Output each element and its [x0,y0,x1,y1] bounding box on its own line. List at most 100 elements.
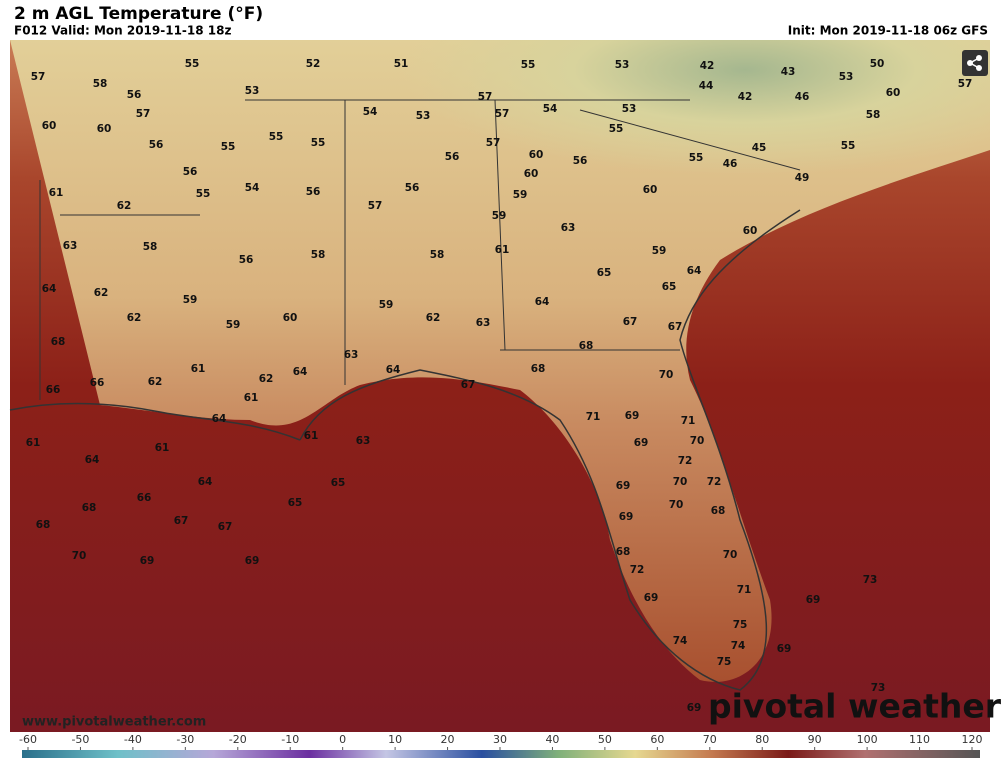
station-value: 53 [245,85,260,97]
logo: pivotal weather [708,687,1002,726]
station-value: 59 [652,245,667,257]
station-value: 55 [311,137,326,149]
station-value: 62 [148,376,163,388]
station-value: 59 [513,189,528,201]
station-value: 67 [174,515,189,527]
colorbar [22,750,980,758]
station-value: 60 [283,312,298,324]
map [9,40,990,732]
station-value: 61 [49,187,64,199]
station-value: 69 [245,555,260,567]
station-value: 66 [90,377,105,389]
station-value: 49 [795,172,810,184]
station-value: 70 [659,369,674,381]
station-value: 73 [871,682,886,694]
station-value: 72 [678,455,693,467]
station-value: 65 [288,497,303,509]
station-value: 61 [155,442,170,454]
station-value: 67 [623,316,638,328]
colorbar-tick-label: 90 [808,733,822,746]
station-value: 53 [622,103,637,115]
station-value: 62 [127,312,142,324]
share-button[interactable] [962,50,988,76]
station-value: 56 [306,186,321,198]
station-value: 56 [405,182,420,194]
station-value: 59 [492,210,507,222]
station-value: 62 [94,287,109,299]
station-value: 44 [699,80,714,92]
station-value: 71 [681,415,696,427]
station-value: 69 [687,702,702,714]
station-value: 72 [630,564,645,576]
colorbar-tick-label: 40 [545,733,559,746]
station-value: 42 [700,60,715,72]
station-value: 65 [331,477,346,489]
station-value: 50 [870,58,885,70]
station-value: 66 [46,384,61,396]
station-value: 55 [689,152,704,164]
station-value: 56 [149,139,164,151]
station-value: 55 [221,141,236,153]
station-value: 51 [394,58,409,70]
station-value: 56 [573,155,588,167]
station-value: 65 [597,267,612,279]
station-value: 62 [117,200,132,212]
station-value: 68 [36,519,51,531]
colorbar-tick-label: 110 [909,733,930,746]
station-value: 64 [42,283,57,295]
colorbar-tick-label: 10 [388,733,402,746]
colorbar-tick-label: 60 [650,733,664,746]
station-value: 58 [311,249,326,261]
station-value: 63 [63,240,78,252]
station-value: 63 [476,317,491,329]
station-value: 63 [561,222,576,234]
colorbar-tick-label: 100 [857,733,878,746]
station-value: 74 [731,640,746,652]
station-value: 70 [72,550,87,562]
station-value: 45 [752,142,767,154]
colorbar-tick-label: -20 [229,733,247,746]
colorbar-tick-label: -60 [19,733,37,746]
station-value: 57 [958,78,973,90]
station-value: 71 [586,411,601,423]
init-time: Init: Mon 2019-11-18 06z GFS [788,24,988,38]
station-value: 75 [733,619,748,631]
station-value: 67 [461,379,476,391]
station-value: 57 [31,71,46,83]
station-value: 60 [529,149,544,161]
station-value: 69 [619,511,634,523]
station-value: 68 [531,363,546,375]
station-value: 56 [183,166,198,178]
station-value: 54 [363,106,378,118]
station-value: 64 [687,265,702,277]
station-value: 53 [416,110,431,122]
station-value: 69 [140,555,155,567]
station-value: 68 [616,546,631,558]
colorbar-tick-label: 80 [755,733,769,746]
station-value: 59 [379,299,394,311]
station-value: 62 [426,312,441,324]
station-value: 46 [723,158,738,170]
colorbar-tick-label: -50 [71,733,89,746]
station-value: 74 [673,635,688,647]
station-value: 64 [212,413,227,425]
watermark: www.pivotalweather.com [22,715,206,730]
station-value: 69 [625,410,640,422]
station-value: 52 [306,58,321,70]
station-value: 55 [269,131,284,143]
colorbar-tick-label: -40 [124,733,142,746]
station-value: 54 [543,103,558,115]
station-value: 68 [579,340,594,352]
station-value: 68 [711,505,726,517]
station-value: 59 [226,319,241,331]
station-value: 57 [136,108,151,120]
station-value: 58 [866,109,881,121]
station-value: 75 [717,656,732,668]
station-value: 73 [863,574,878,586]
station-value: 63 [356,435,371,447]
station-value: 55 [609,123,624,135]
station-value: 60 [886,87,901,99]
colorbar-tick-label: 70 [703,733,717,746]
station-value: 58 [93,78,108,90]
